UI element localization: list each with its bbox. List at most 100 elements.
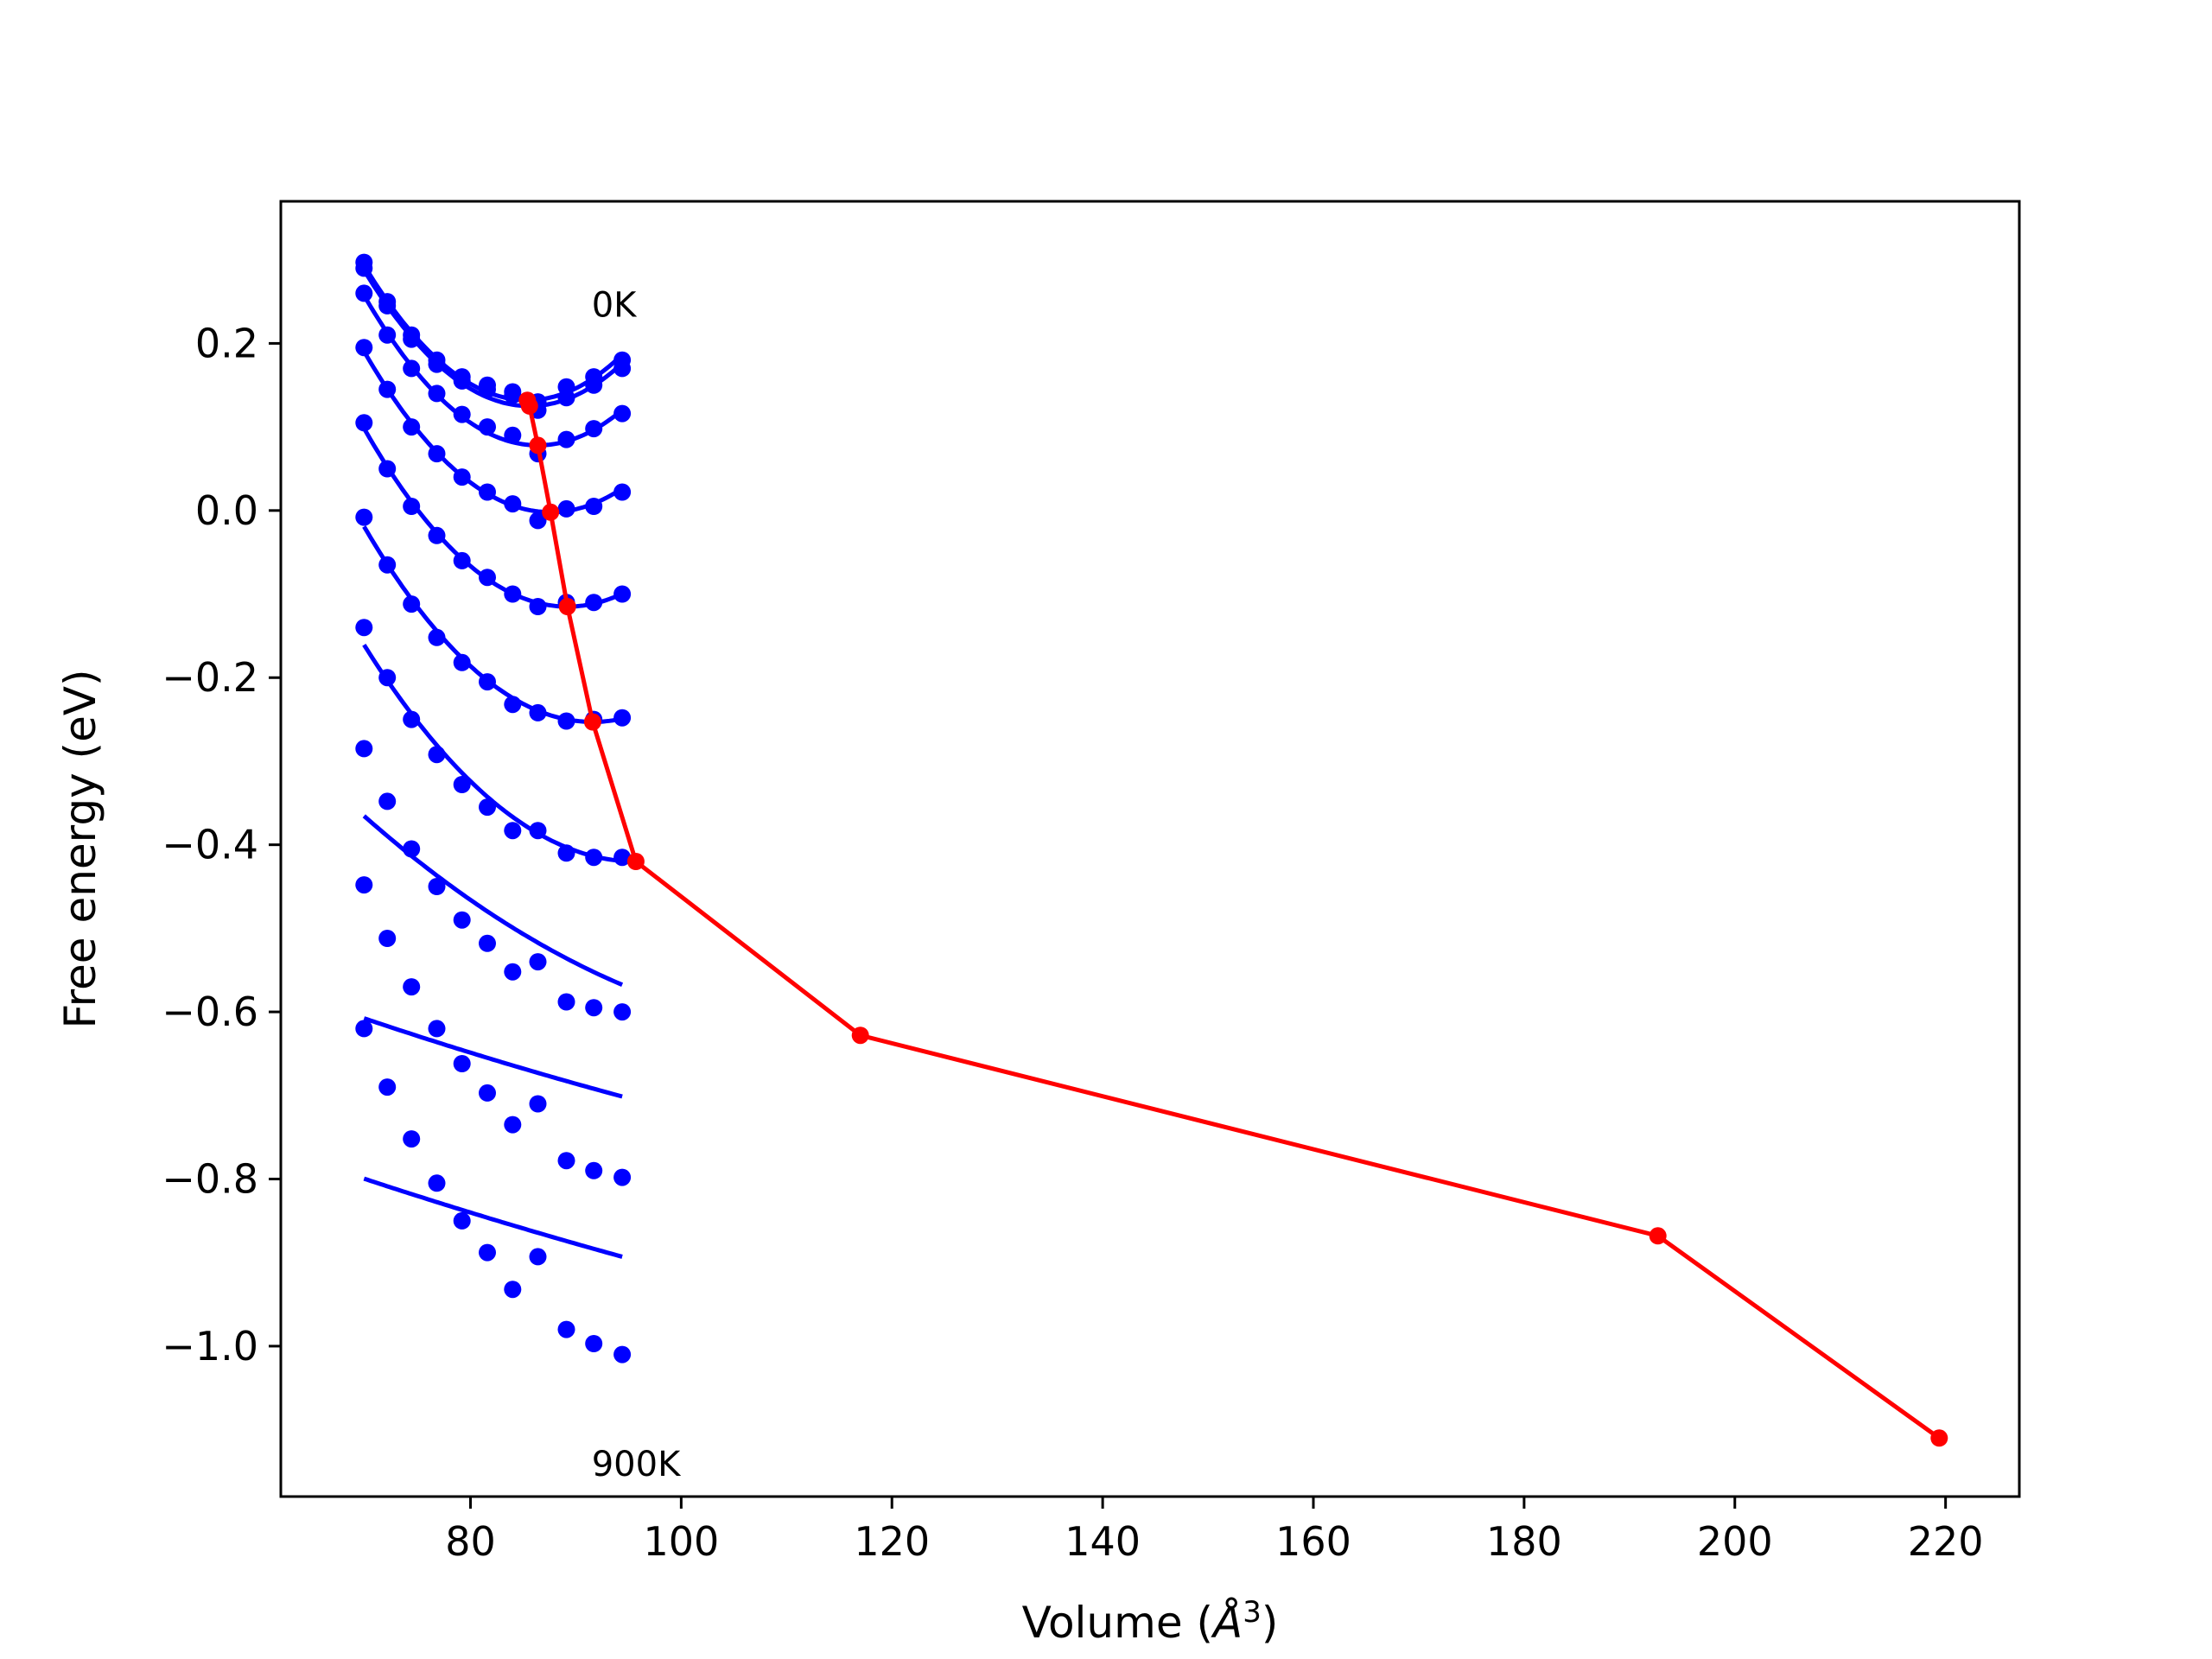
y-tick-label--1: −1.0 xyxy=(162,1323,258,1370)
data-point-7-9 xyxy=(585,999,603,1017)
data-point-6-6 xyxy=(504,822,522,840)
data-point-5-3 xyxy=(428,628,446,646)
data-point-1-3 xyxy=(428,355,446,373)
data-point-3-1 xyxy=(378,380,397,398)
data-point-4-10 xyxy=(613,585,632,603)
data-point-2-4 xyxy=(453,405,471,423)
data-point-1-1 xyxy=(378,296,397,315)
x-tick-label-120: 120 xyxy=(854,1518,930,1565)
data-point-4-4 xyxy=(453,551,471,569)
x-tick-label-180: 180 xyxy=(1486,1518,1562,1565)
data-point-6-9 xyxy=(585,849,603,867)
minima-line xyxy=(524,399,1941,1440)
y-tick-label--0.8: −0.8 xyxy=(162,1156,258,1203)
data-point-3-8 xyxy=(557,499,575,518)
data-point-8-5 xyxy=(479,1084,496,1102)
x-tick-label-160: 160 xyxy=(1275,1518,1351,1565)
data-point-2-3 xyxy=(428,385,446,403)
data-point-6-1 xyxy=(378,669,397,687)
data-point-9-5 xyxy=(479,1243,496,1262)
data-point-1-9 xyxy=(585,376,603,394)
data-point-6-4 xyxy=(453,776,471,793)
data-point-8-9 xyxy=(585,1161,603,1179)
data-point-4-7 xyxy=(529,598,547,615)
plot-frame xyxy=(279,200,2021,1498)
data-point-9-2 xyxy=(403,1130,421,1148)
minimum-point-1 xyxy=(520,397,538,415)
annotations: 0K 900K xyxy=(592,285,682,1484)
data-point-7-4 xyxy=(453,911,471,929)
data-point-7-3 xyxy=(428,878,446,895)
data-point-8-0 xyxy=(355,876,373,894)
y-tick-label-0: 0.0 xyxy=(195,487,258,534)
data-point-1-0 xyxy=(355,259,373,277)
fit-curve-7 xyxy=(362,814,624,988)
y-tick-label--0.4: −0.4 xyxy=(162,822,258,868)
data-point-3-10 xyxy=(613,483,632,501)
data-point-1-2 xyxy=(403,330,421,348)
fit-curve-9 xyxy=(363,1176,623,1259)
x-tick-label-100: 100 xyxy=(643,1518,719,1565)
data-point-8-8 xyxy=(557,1152,575,1170)
data-point-3-9 xyxy=(585,498,603,515)
data-point-4-5 xyxy=(479,569,496,587)
data-point-1-8 xyxy=(557,389,575,407)
data-point-4-1 xyxy=(378,460,397,478)
data-point-5-0 xyxy=(355,508,373,526)
x-axis-title: Volume (Å3) xyxy=(1022,1595,1279,1648)
data-point-5-10 xyxy=(613,709,632,727)
data-point-3-5 xyxy=(479,483,496,501)
minimum-point-9 xyxy=(1930,1429,1948,1447)
data-point-9-3 xyxy=(428,1174,446,1192)
x-tick-label-220: 220 xyxy=(1908,1518,1984,1565)
data-point-8-10 xyxy=(613,1168,632,1186)
data-point-4-6 xyxy=(504,585,522,603)
y-tick-label-0.2: 0.2 xyxy=(195,320,258,366)
data-point-5-6 xyxy=(504,696,522,714)
data-point-9-10 xyxy=(613,1345,632,1363)
data-point-9-6 xyxy=(504,1281,522,1299)
data-point-6-5 xyxy=(479,798,496,817)
data-point-3-0 xyxy=(355,339,373,357)
minimum-point-2 xyxy=(529,436,547,454)
fit-curves xyxy=(362,264,624,1259)
minimum-point-5 xyxy=(583,713,601,731)
data-point-9-4 xyxy=(453,1211,471,1230)
data-point-3-7 xyxy=(529,512,547,530)
data-point-2-9 xyxy=(585,420,603,438)
data-point-4-0 xyxy=(355,414,373,432)
data-point-5-5 xyxy=(479,673,496,691)
data-point-7-8 xyxy=(557,993,575,1011)
data-point-8-1 xyxy=(378,930,397,947)
data-point-9-1 xyxy=(378,1078,397,1096)
x-axis-title-close: ) xyxy=(1262,1598,1279,1648)
minimum-point-4 xyxy=(558,598,576,615)
data-point-7-6 xyxy=(504,963,522,981)
data-point-2-6 xyxy=(504,426,522,444)
data-point-6-3 xyxy=(428,746,446,764)
y-tick-label--0.2: −0.2 xyxy=(162,654,258,701)
data-point-6-7 xyxy=(529,822,547,840)
x-axis: 80 100 120 140 160 180 200 220 xyxy=(445,1497,1984,1565)
data-point-2-1 xyxy=(378,326,397,344)
data-point-4-3 xyxy=(428,526,446,544)
data-point-2-5 xyxy=(479,418,496,436)
x-tick-label-200: 200 xyxy=(1697,1518,1773,1565)
data-point-6-2 xyxy=(403,710,421,728)
minimum-point-7 xyxy=(851,1027,869,1045)
data-point-8-6 xyxy=(504,1116,522,1134)
data-point-1-4 xyxy=(453,372,471,390)
data-point-5-1 xyxy=(378,556,397,574)
data-point-1-10 xyxy=(613,359,632,378)
minimum-line xyxy=(518,391,1948,1447)
data-point-6-10 xyxy=(613,849,632,867)
data-point-5-4 xyxy=(453,653,471,671)
minimum-point-3 xyxy=(542,503,560,521)
data-point-3-6 xyxy=(504,495,522,513)
data-point-5-7 xyxy=(529,703,547,721)
data-point-9-0 xyxy=(355,1020,373,1038)
data-point-8-4 xyxy=(453,1055,471,1072)
data-point-2-0 xyxy=(355,284,373,302)
data-points xyxy=(355,253,632,1363)
data-point-1-6 xyxy=(504,386,522,404)
